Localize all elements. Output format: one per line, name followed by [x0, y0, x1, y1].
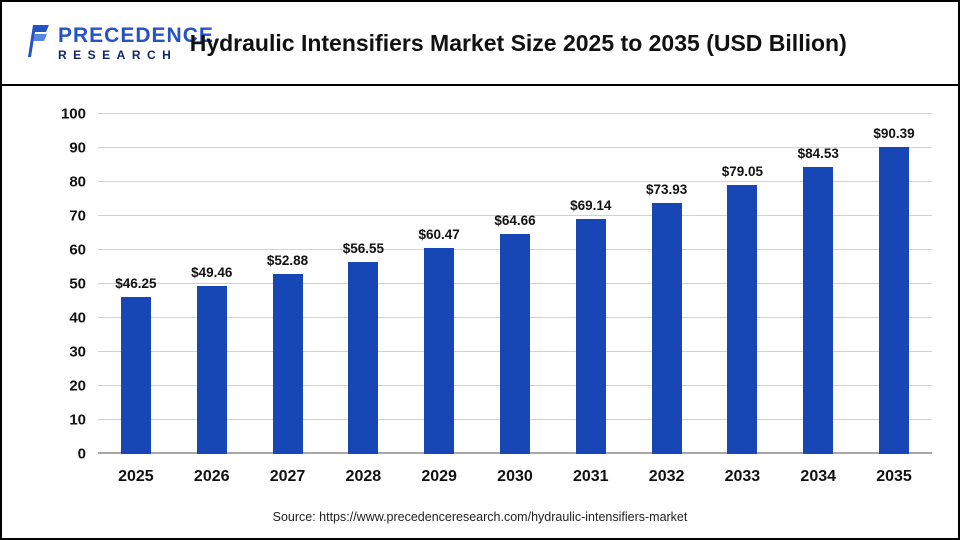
x-axis-category-label: 2029 — [421, 468, 457, 485]
gridline — [98, 113, 932, 114]
logo-text: PRECEDENCE RESEARCH — [58, 25, 214, 61]
gridline — [98, 181, 932, 182]
x-axis-labels: 2025 2026 2027 2028 2029 2030 2031 2032 2033 2034… — [98, 468, 932, 486]
bar — [651, 202, 682, 454]
y-axis-tick-label: 10 — [69, 411, 86, 429]
bars-row: $46.25 $49.46 $52.88 $56.55 $60.47 $64.66 $69.… — [98, 114, 932, 454]
y-axis-tick-label: 20 — [69, 377, 86, 395]
bar — [803, 166, 834, 454]
bar — [575, 218, 606, 454]
gridline — [98, 147, 932, 148]
x-axis-category-label: 2025 — [118, 468, 154, 485]
gridline — [98, 215, 932, 216]
logo-p-icon — [22, 24, 52, 63]
y-axis-tick-label: 60 — [69, 241, 86, 259]
logo-line1: PRECEDENCE — [58, 24, 214, 47]
brand-logo: PRECEDENCE RESEARCH — [22, 24, 214, 63]
bar-column: $79.05 — [705, 114, 781, 454]
bar-value-label: $84.53 — [797, 145, 839, 161]
bar — [272, 274, 303, 454]
x-axis-category-label: 2026 — [193, 468, 230, 485]
x-axis-category-label: 2032 — [648, 468, 685, 485]
x-axis-category-label: 2028 — [345, 468, 382, 485]
x-axis-category-label: 2035 — [876, 468, 912, 485]
x-axis-category-label: 2027 — [269, 468, 306, 485]
bar-value-label: $49.46 — [191, 264, 233, 280]
header: PRECEDENCE RESEARCH Hydraulic Intensifie… — [2, 2, 958, 86]
bar — [727, 185, 758, 454]
x-axis-category-label: 2030 — [497, 468, 533, 485]
bar-value-label: $52.88 — [266, 253, 309, 269]
bar-value-label: $56.55 — [342, 240, 384, 256]
chart-section: 0 10 20 30 40 50 60 70 80 90 100 $46.25 $49.46 $52.88… — [2, 86, 958, 538]
bar — [424, 248, 455, 454]
bar — [348, 261, 379, 454]
logo-line2: RESEARCH — [58, 48, 178, 62]
y-axis-tick-label: 30 — [69, 343, 86, 361]
bar-column: $60.47 — [401, 114, 477, 454]
x-axis-category-label: 2033 — [724, 468, 761, 485]
bar-value-label: $90.39 — [873, 125, 915, 141]
bar-value-label: $79.05 — [721, 164, 764, 180]
source-text: Source: https://www.precedenceresearch.c… — [272, 510, 688, 524]
bar-value-label: $64.66 — [494, 213, 536, 229]
bar-value-label: $73.93 — [645, 181, 688, 197]
y-axis-tick-label: 70 — [69, 207, 86, 225]
y-axis-tick-label: 50 — [69, 275, 86, 293]
y-axis-tick-label: 100 — [60, 105, 86, 123]
y-axis-tick-label: 0 — [77, 445, 86, 463]
bar — [499, 234, 530, 454]
bar-column: $56.55 — [325, 114, 401, 454]
page-title: Hydraulic Intensifiers Market Size 2025 … — [189, 29, 847, 56]
bar-column: $90.39 — [856, 114, 932, 454]
plot-area: 0 10 20 30 40 50 60 70 80 90 100 $46.25 $49.46 $52.88… — [61, 106, 932, 463]
bar-column: $52.88 — [250, 114, 326, 454]
y-axis-tick-label: 90 — [69, 139, 86, 157]
bar-column: $64.66 — [477, 114, 553, 454]
x-axis-category-label: 2031 — [572, 468, 609, 485]
bar — [196, 285, 227, 454]
bar-column: $49.46 — [174, 114, 250, 454]
bar — [120, 296, 151, 454]
bar-column: $84.53 — [780, 114, 856, 454]
bar-value-label: $69.14 — [570, 197, 612, 213]
x-axis-category-label: 2034 — [800, 468, 837, 485]
bar — [879, 146, 910, 454]
bar-column: $46.25 — [98, 114, 174, 454]
bar-column: $73.93 — [629, 114, 705, 454]
bar-value-label: $46.25 — [115, 275, 157, 291]
bar-column: $69.14 — [553, 114, 629, 454]
y-axis-tick-label: 80 — [69, 173, 86, 191]
bar-value-label: $60.47 — [418, 227, 460, 243]
y-axis-tick-label: 40 — [69, 309, 86, 327]
